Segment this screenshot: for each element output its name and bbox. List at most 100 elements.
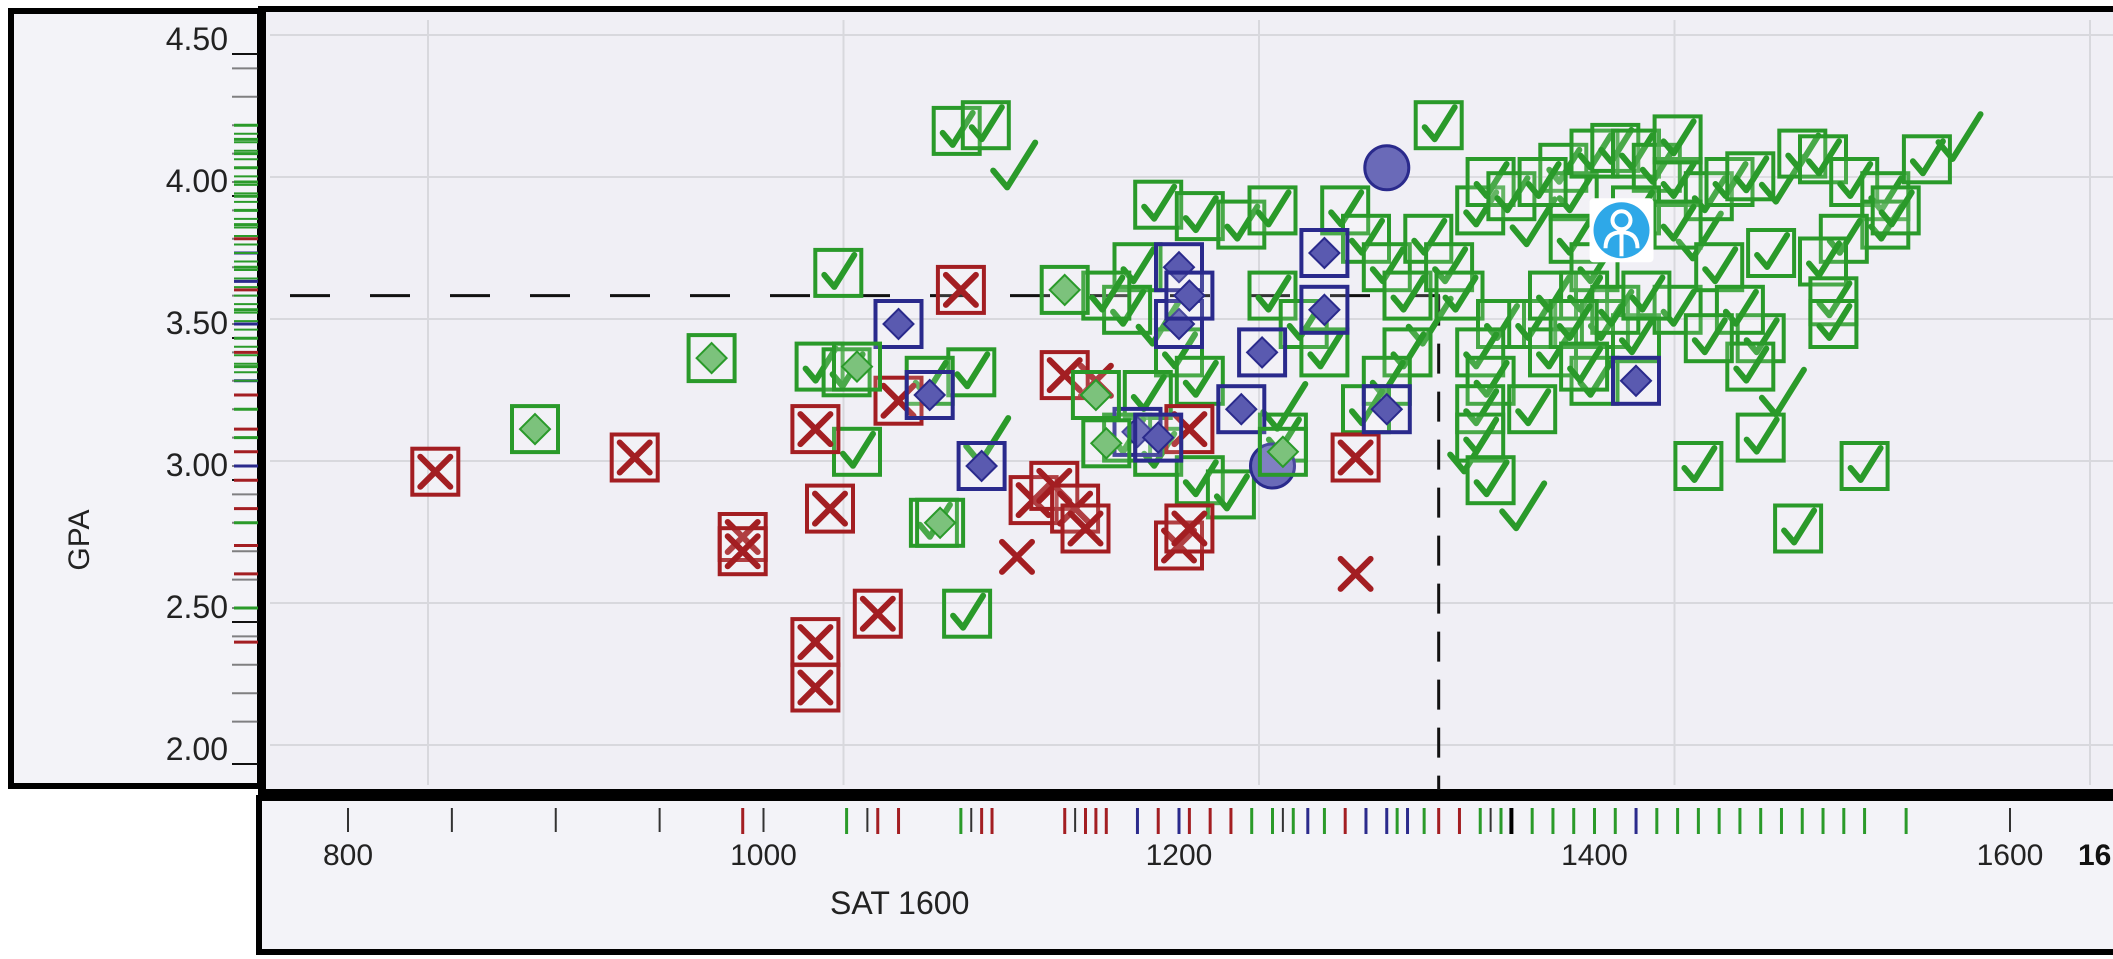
point-accepted [1405,295,1454,347]
point-accepted-diamond [1257,426,1308,477]
point-accepted [1517,157,1568,207]
point-accepted [1413,100,1464,151]
point-accepted [832,426,882,477]
point-rejected [609,432,660,483]
point-accepted [1247,270,1298,321]
point-accepted [1773,503,1824,554]
point-accepted [1621,270,1672,321]
point-accepted [1935,111,1984,162]
point-accepted-diamond [1070,370,1121,420]
y-tick-label: 2.00 [166,731,228,767]
point-rejected [805,483,855,534]
y-tick-label: 2.50 [166,589,228,625]
point-waitlisted [1216,384,1267,435]
point-accepted [1135,295,1184,347]
point-accepted [1559,341,1610,392]
x-tick-label: 1400 [1561,839,1628,872]
point-waitlisted [1237,327,1288,378]
point-waitlisted [873,299,924,349]
x-tick-label: 1000 [730,839,797,872]
y-tick-label: 3.50 [166,305,228,341]
point-accepted-diamond [510,404,560,455]
point-accepted [1808,299,1859,349]
point-accepted [1486,171,1537,222]
point-accepted [1205,469,1256,520]
point-accepted [1434,270,1485,321]
point-waitlisted [904,370,955,420]
point-rejected [1164,404,1215,455]
point-rejected [999,538,1035,575]
point-accepted [1455,384,1506,435]
point-accepted [1652,157,1703,207]
point-accepted [1507,384,1558,435]
x-axis-label: SAT 1600 [830,885,970,921]
x-rug [741,808,1908,834]
y-tick-label: 4.00 [166,163,228,199]
point-accepted [1652,199,1703,250]
point-accepted [1694,242,1745,293]
y-axis-panel [8,8,263,789]
point-accepted-diamond [1081,418,1132,469]
point-accepted [1112,242,1163,293]
point-rejected [790,662,841,713]
point-accepted [1798,236,1848,287]
point-accepted [1081,270,1132,321]
point-accepted [1247,185,1298,236]
point-rejected [410,446,461,497]
point-accepted [1424,242,1475,293]
point-waitlisted [1154,242,1204,293]
point-accepted [1735,412,1786,463]
x-tick-label-extra: 16 [2078,839,2111,872]
point-waitlisted [956,441,1007,491]
x-tick-label: 800 [323,839,373,872]
point-rejected [935,264,986,315]
point-accepted [990,139,1039,191]
point-waitlisted [1361,384,1412,435]
point-accepted [1683,313,1734,364]
point-waitlisted [1164,270,1215,321]
point-accepted [946,347,997,398]
point-accepted [1341,213,1391,264]
person-icon [1589,198,1654,263]
point-accepted [1455,412,1506,463]
point-accepted-diamond [686,333,737,384]
point-accepted [1839,441,1890,491]
point-rejected [1060,503,1111,554]
point-accepted [1652,284,1703,335]
x-tick-label: 1200 [1146,839,1213,872]
point-accepted [942,588,993,639]
point-accepted-diamond [915,497,966,548]
y-rug [234,123,258,644]
point-accepted [1870,185,1921,236]
y-tick-label: 4.50 [166,21,228,57]
point-accepted [1548,299,1599,349]
point-rejected [1330,432,1381,483]
point-accepted [1382,270,1433,321]
data-points [410,100,1984,713]
point-waitlisted [1611,355,1661,406]
point-rejected [1337,555,1374,592]
point-waitlisted [1363,144,1411,192]
point-accepted [1611,313,1661,364]
point-accepted [1509,196,1558,248]
point-accepted [1447,423,1496,475]
point-accepted [1299,327,1350,378]
point-accepted [1133,179,1184,230]
x-axis-ticks: 800 1000 1200 1400 1600 16 [323,808,2111,872]
point-accepted-diamond [1039,264,1090,315]
point-accepted-diamond [832,341,882,392]
point-accepted [960,100,1011,151]
point-accepted [1652,114,1703,165]
point-rejected [1164,503,1215,554]
y-tick-label: 3.00 [166,447,228,483]
point-accepted [1465,455,1516,506]
point-accepted [813,247,864,298]
point-rejected [790,404,841,455]
point-accepted [1548,171,1599,222]
point-accepted [1746,228,1797,278]
point-accepted [1725,341,1776,392]
point-accepted [1102,284,1153,335]
x-tick-label: 1600 [1977,839,2044,872]
point-rejected [790,617,841,668]
